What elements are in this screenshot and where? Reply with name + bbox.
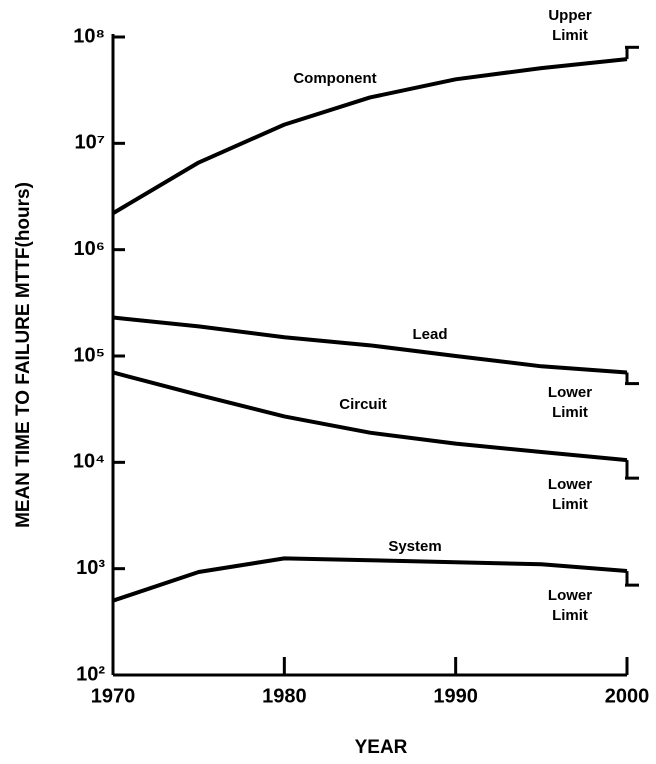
series-label: System bbox=[388, 538, 441, 555]
series-label: Lead bbox=[412, 326, 447, 343]
series-label: Component bbox=[293, 70, 376, 87]
limit-label: Limit bbox=[552, 496, 588, 513]
limit-label: Limit bbox=[552, 404, 588, 421]
series-line bbox=[112, 315, 628, 375]
y-tick-label: 10⁴ bbox=[73, 451, 105, 473]
series-line bbox=[112, 370, 628, 463]
limit-label: Lower bbox=[548, 587, 592, 604]
limit-label: Limit bbox=[552, 27, 588, 44]
limit-label: Lower bbox=[548, 384, 592, 401]
y-tick-label: 10⁸ bbox=[73, 25, 105, 47]
series-label: Circuit bbox=[339, 396, 387, 413]
x-tick-label: 2000 bbox=[605, 685, 650, 707]
y-tick-label: 10⁵ bbox=[73, 344, 105, 366]
limit-label: Lower bbox=[548, 476, 592, 493]
limit-label: Limit bbox=[552, 607, 588, 624]
limit-label: Upper bbox=[548, 7, 592, 24]
y-tick-label: 10³ bbox=[76, 557, 105, 579]
x-axis-label: YEAR bbox=[355, 737, 408, 758]
x-tick-label: 1980 bbox=[262, 685, 307, 707]
x-tick-label: 1990 bbox=[433, 685, 478, 707]
x-tick-label: 1970 bbox=[91, 685, 136, 707]
series-line bbox=[111, 57, 628, 215]
y-tick-label: 10⁷ bbox=[75, 132, 106, 154]
y-tick-label: 10⁶ bbox=[74, 238, 105, 260]
y-axis-label: MEAN TIME TO FAILURE MTTF(hours) bbox=[13, 182, 34, 528]
y-tick-label: 10² bbox=[76, 663, 105, 685]
series-line bbox=[112, 556, 628, 603]
